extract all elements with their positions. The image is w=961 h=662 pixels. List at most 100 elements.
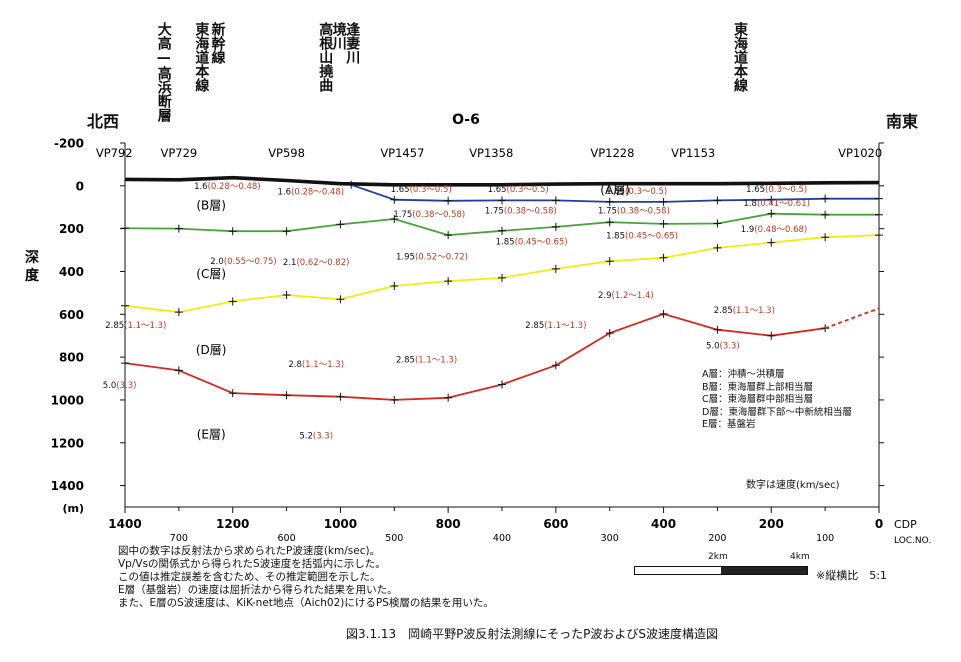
vs-range: (0.62～0.82)	[296, 258, 349, 268]
landmark-label: 逢妻川	[344, 22, 361, 64]
velocity-label: 5.0(3.3)	[103, 381, 137, 391]
x-tick-label: 800	[436, 517, 461, 531]
boundary-point-marker	[605, 197, 614, 206]
velocity-label: 1.6(0.28～0.48)	[278, 187, 345, 197]
boundary-point-marker	[228, 227, 237, 236]
velocity-label: 1.65(0.3～0.5)	[606, 187, 667, 197]
footnote-line: Vp/Vsの関係式から得られたS波速度を括弧内に示した。	[118, 558, 386, 570]
footnotes: 図中の数字は反射法から求められたP波速度(km/sec)。 Vp/Vsの関係式か…	[118, 545, 494, 610]
vs-range: (3.3)	[116, 381, 136, 391]
vs-range: (1.2～1.4)	[612, 291, 654, 301]
boundary-point-marker	[444, 277, 453, 286]
layer-boundary-line	[124, 175, 880, 187]
vp-value: 2.8	[288, 360, 302, 370]
y-tick-label: 1200	[51, 436, 84, 450]
x-tick-label: 400	[651, 517, 676, 531]
vp-value: 1.65	[746, 185, 765, 195]
landmark-label: 大高—高浜断層	[155, 22, 172, 122]
vp-label: VP598	[268, 146, 305, 160]
vp-value: 1.85	[496, 238, 515, 248]
velocity-label: 1.65(0.3～0.5)	[746, 185, 807, 195]
y-unit-label: (m)	[62, 502, 84, 515]
y-tick-label: 800	[59, 351, 84, 365]
velocity-label: 2.85(1.1～1.3)	[525, 321, 586, 331]
velocity-label: 1.85(0.45～0.65)	[606, 231, 678, 241]
velocity-label: 2.0(0.55～0.75)	[210, 257, 277, 267]
boundary-point-marker	[121, 359, 129, 368]
boundary-point-marker	[228, 297, 237, 306]
velocity-label: 2.85(1.1～1.3)	[105, 321, 166, 331]
legend-item: C層：東海層群中部相当層	[702, 394, 814, 406]
boundary-point-marker	[605, 218, 614, 227]
vp-label: VP1153	[671, 146, 715, 160]
loc-tick-label: 500	[385, 533, 403, 544]
footnote-line: 図中の数字は反射法から求められたP波速度(km/sec)。	[118, 545, 381, 557]
boundary-point-marker	[659, 253, 668, 262]
vs-range: (0.41～0.61)	[757, 199, 810, 209]
boundary-point-marker	[875, 210, 883, 219]
vp-value: 1.75	[598, 207, 617, 217]
vp-value: 1.85	[606, 231, 625, 241]
scale-bar-dark-segment	[721, 567, 807, 574]
layer-label: (B層)	[196, 198, 226, 212]
boundary-point-marker	[390, 395, 399, 404]
scale-label-4km: 4km	[790, 552, 810, 562]
x-tick-label: 0	[875, 517, 883, 531]
vs-range: (0.52～0.72)	[415, 253, 468, 263]
boundary-point-marker	[551, 361, 560, 370]
vp-value: 1.75	[393, 210, 412, 220]
layer-label: (C層)	[196, 267, 226, 281]
vp-value: 2.85	[525, 321, 544, 331]
figure-caption: 図3.1.13 岡崎平野P波反射法測線にそったP波およびS波速度構造図	[346, 627, 719, 641]
x-axis-title: CDP	[894, 518, 917, 531]
boundary-point-marker	[875, 231, 883, 240]
boundary-point-marker	[498, 196, 506, 205]
boundary-point-marker	[390, 195, 399, 204]
boundary-point-marker	[821, 210, 830, 219]
legend-item: A層：沖積～洪積層	[702, 369, 785, 380]
layer-legend: A層：沖積～洪積層 B層：東海層群上部相当層 C層：東海層群中部相当層 D層：東…	[702, 369, 852, 432]
boundary-point-marker	[713, 219, 722, 228]
boundary-point-marker	[336, 392, 345, 401]
velocity-unit-note: 数字は速度(km/sec)	[746, 480, 840, 491]
vs-range: (0.38～0.58)	[504, 207, 557, 217]
y-tick-label: 1000	[51, 393, 84, 407]
footnote-line: この値は推定誤差を含むため、その推定範囲を示した。	[118, 571, 381, 583]
vp-value: 1.65	[606, 187, 625, 197]
boundary-point-marker	[121, 224, 129, 233]
vp-value: 2.9	[598, 291, 612, 301]
boundary-point-marker	[174, 308, 183, 317]
boundary-point-marker	[498, 226, 506, 235]
vs-range: (1.1～1.3)	[124, 321, 166, 331]
vp-value: 2.0	[210, 257, 224, 267]
boundary-point-marker	[713, 325, 722, 334]
x-axis-subtitle: LOC.NO.	[894, 536, 931, 546]
boundary-point-marker	[444, 393, 453, 402]
boundary-point-marker	[821, 194, 830, 203]
vp-value: 1.65	[391, 185, 410, 195]
boundary-point-marker	[551, 222, 560, 231]
landmark-label: 東海道本線	[193, 22, 210, 92]
x-tick-label: 200	[759, 517, 784, 531]
y-tick-label: 400	[59, 265, 84, 279]
loc-tick-label: 400	[493, 533, 511, 544]
x-tick-label: 1200	[216, 517, 249, 531]
vp-value: 5.2	[299, 431, 313, 441]
velocity-label: 2.1(0.62～0.82)	[283, 258, 350, 268]
boundary-point-marker	[713, 196, 722, 205]
x-tick-label: 600	[543, 517, 568, 531]
vp-value: 2.1	[283, 258, 297, 268]
chart-annotations: VP792 VP729 VP598 VP1457 VP1358 VP1228 VP1153 V…	[96, 146, 882, 441]
vs-range: (0.3～0.5)	[765, 185, 807, 195]
boundary-point-marker	[121, 301, 129, 310]
scale-bar	[634, 566, 808, 575]
y-tick-label: 600	[59, 308, 84, 322]
y-tick-label: 1400	[51, 479, 84, 493]
boundary-point-marker	[767, 238, 776, 247]
boundary-point-marker	[767, 195, 776, 204]
vs-range: (0.28～0.48)	[291, 187, 344, 197]
vp-value: 1.65	[488, 185, 507, 195]
vp-value: 5.0	[103, 381, 117, 391]
legend-item: E層：基盤岩	[702, 419, 756, 431]
vs-range: (0.55～0.75)	[224, 257, 277, 267]
